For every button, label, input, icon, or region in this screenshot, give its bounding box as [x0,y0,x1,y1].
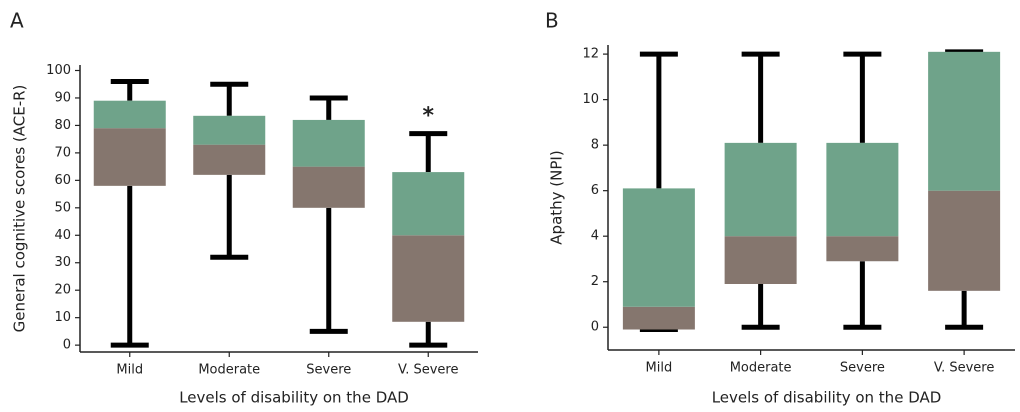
x-tick-label: Mild [116,363,143,378]
box-lower [826,236,899,262]
box-upper [392,172,465,236]
y-tick-label: 60 [54,173,71,188]
box-lower [724,236,797,284]
y-tick-label: 30 [54,255,71,270]
y-tick-label: 80 [54,118,71,133]
x-tick-label: Mild [646,361,673,376]
box-upper [724,142,797,237]
box-upper [193,115,266,145]
y-tick-label: 40 [54,228,71,243]
box-upper [622,188,695,307]
x-tick-label: Severe [840,361,885,376]
box-lower [93,128,166,186]
y-tick-label: 10 [582,92,599,107]
y-tick-label: 20 [54,283,71,298]
box-upper [826,142,899,237]
box-lower [622,306,695,330]
y-tick-label: 70 [54,145,71,160]
y-tick-label: 4 [591,229,599,244]
y-tick-label: 50 [54,200,71,215]
y-tick-label: 90 [54,90,71,105]
box-lower [193,144,266,175]
y-tick-label: 10 [54,310,71,325]
box-upper [93,100,166,129]
y-tick-label: 6 [591,183,599,198]
x-tick-label: Moderate [198,363,260,378]
panel-label: B [545,9,559,33]
y-axis-label: General cognitive scores (ACE-R) [11,85,29,333]
box-upper [292,119,365,167]
y-tick-label: 8 [591,138,599,153]
y-tick-label: 0 [591,320,599,335]
x-tick-label: V. Severe [934,361,994,376]
panel-label: A [10,9,24,33]
x-axis-label: Levels of disability on the DAD [179,389,409,407]
x-axis-label: Levels of disability on the DAD [712,389,942,407]
box-lower [392,235,465,322]
x-tick-label: Severe [306,363,351,378]
y-tick-label: 12 [582,47,599,62]
box-lower [292,166,365,208]
y-axis-label: Apathy (NPI) [548,150,566,244]
y-tick-label: 100 [46,63,71,78]
box-lower [928,190,1001,291]
x-tick-label: V. Severe [398,363,458,378]
y-tick-label: 0 [63,338,71,353]
box-upper [928,51,1001,191]
y-tick-label: 2 [591,274,599,289]
annotation: * [422,104,434,129]
x-tick-label: Moderate [730,361,792,376]
